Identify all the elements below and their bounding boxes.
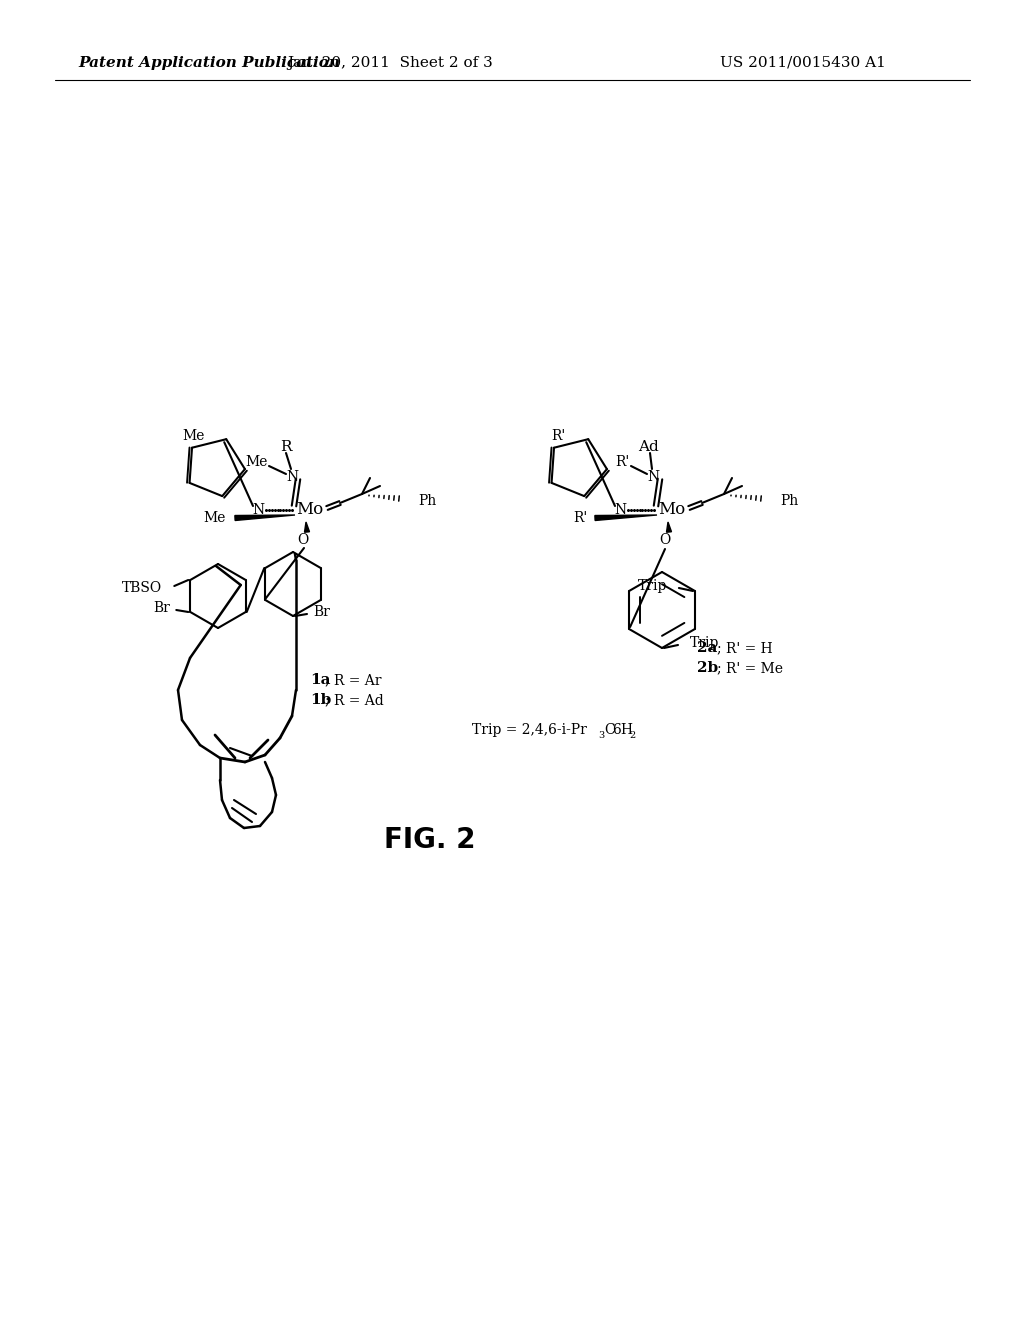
Text: N: N — [286, 470, 298, 484]
Text: 6: 6 — [612, 723, 621, 737]
Text: R: R — [281, 440, 292, 454]
Text: ; R' = Me: ; R' = Me — [717, 661, 783, 675]
Text: C: C — [604, 723, 614, 737]
Text: FIG. 2: FIG. 2 — [384, 826, 476, 854]
Text: Trip: Trip — [690, 636, 720, 649]
Text: H: H — [620, 723, 632, 737]
Text: ; R = Ad: ; R = Ad — [325, 693, 384, 708]
Text: ; R' = H: ; R' = H — [717, 642, 773, 655]
Text: Trip: Trip — [638, 579, 667, 593]
Text: Me: Me — [204, 511, 226, 525]
Text: R': R' — [615, 455, 630, 469]
Polygon shape — [667, 521, 672, 532]
Text: 2a: 2a — [697, 642, 718, 655]
Text: 1b: 1b — [310, 693, 331, 708]
Text: Jan. 20, 2011  Sheet 2 of 3: Jan. 20, 2011 Sheet 2 of 3 — [287, 55, 493, 70]
Text: Me: Me — [183, 429, 205, 442]
Text: Ph: Ph — [418, 494, 436, 508]
Text: N: N — [647, 470, 659, 484]
Text: O: O — [297, 533, 308, 546]
Text: N: N — [614, 503, 626, 517]
Text: Mo: Mo — [658, 502, 686, 519]
Text: Br: Br — [313, 605, 330, 619]
Text: 1a: 1a — [310, 673, 331, 686]
Text: Br: Br — [154, 601, 170, 615]
Text: Mo: Mo — [296, 502, 324, 519]
Text: O: O — [659, 533, 671, 546]
Text: R': R' — [551, 429, 565, 442]
Text: Ph: Ph — [780, 494, 799, 508]
Text: 2b: 2b — [697, 661, 718, 675]
Text: N: N — [252, 503, 264, 517]
Text: R': R' — [573, 511, 588, 525]
Text: 3: 3 — [598, 730, 604, 739]
Text: ; R = Ar: ; R = Ar — [325, 673, 382, 686]
Polygon shape — [304, 521, 309, 532]
Polygon shape — [234, 515, 295, 520]
Text: Trip = 2,4,6-i-Pr: Trip = 2,4,6-i-Pr — [472, 723, 587, 737]
Text: TBSO: TBSO — [122, 581, 162, 595]
Text: 2: 2 — [629, 730, 635, 739]
Polygon shape — [595, 515, 657, 520]
Text: Me: Me — [246, 455, 268, 469]
Text: Patent Application Publication: Patent Application Publication — [78, 55, 340, 70]
Text: US 2011/0015430 A1: US 2011/0015430 A1 — [720, 55, 886, 70]
Text: Ad: Ad — [638, 440, 658, 454]
